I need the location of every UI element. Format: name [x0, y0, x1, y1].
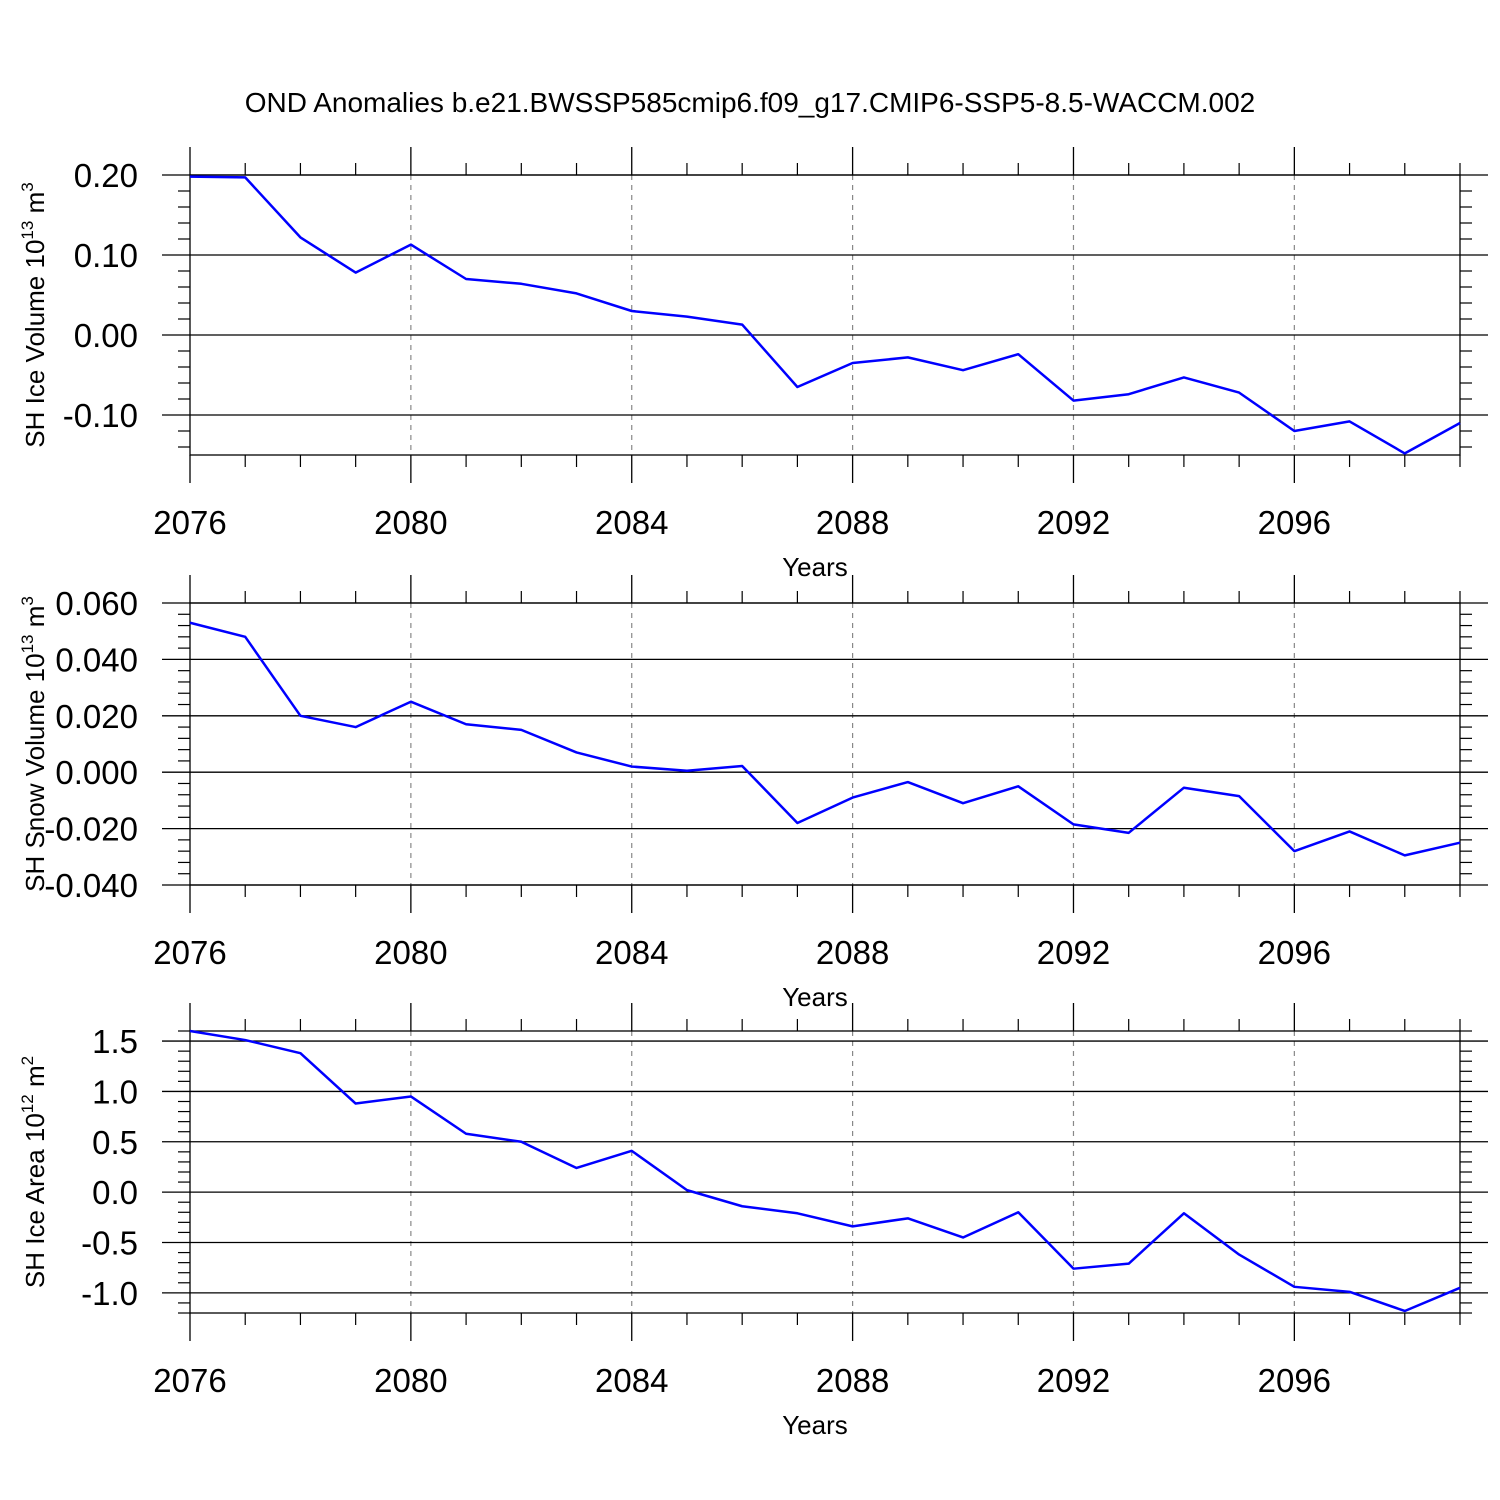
y-tick-label: 0.060	[55, 585, 138, 622]
x-tick-label: 2092	[1037, 504, 1110, 541]
y-tick-label: 0.040	[55, 641, 138, 678]
y-tick-label: -0.020	[44, 811, 138, 848]
y-tick-label: 1.0	[92, 1073, 138, 1110]
panel-ice-volume: 2076 2080 2084 2088 2092 2096 0.20 0.10 0.00 -0.1…	[18, 147, 1488, 582]
x-tick-label: 2096	[1258, 504, 1331, 541]
y-axis-label: SH Ice Volume 1013 m3	[18, 182, 50, 447]
y-tick-label: 0.000	[55, 754, 138, 791]
y-tick-label: -0.040	[44, 867, 138, 904]
x-axis-label: Years	[782, 552, 848, 582]
panel-ice-area: 2076 2080 2084 2088 2092 2096 1.5 1.0 0.5 0.0 -0.5…	[18, 1003, 1488, 1440]
y-tick-label: 0.20	[74, 157, 138, 194]
y-tick-label: 0.0	[92, 1174, 138, 1211]
x-axis-label: Years	[782, 1410, 848, 1440]
plot-frame	[189, 1030, 1461, 1314]
y-tick-label: 0.00	[74, 317, 138, 354]
series-line	[189, 175, 1461, 455]
series-line	[189, 621, 1461, 857]
x-tick-label: 2088	[816, 504, 889, 541]
y-tick-label: 0.020	[55, 698, 138, 735]
y-tick-label: -0.5	[81, 1225, 138, 1262]
x-tick-label: 2076	[153, 1362, 226, 1399]
y-tick-label: 1.5	[92, 1023, 138, 1060]
x-tick-label: 2084	[595, 1362, 668, 1399]
y-tick-label: -1.0	[81, 1275, 138, 1312]
x-tick-label: 2084	[595, 504, 668, 541]
x-tick-label: 2084	[595, 934, 668, 971]
x-tick-label: 2080	[374, 934, 447, 971]
y-axis-label: SH Ice Area 1012 m2	[18, 1056, 50, 1288]
figure-title: OND Anomalies b.e21.BWSSP585cmip6.f09_g1…	[245, 87, 1256, 118]
x-axis-label: Years	[782, 982, 848, 1012]
x-tick-label: 2092	[1037, 1362, 1110, 1399]
y-axis-label: SH Snow Volume 1013 m3	[18, 596, 50, 892]
x-tick-label: 2088	[816, 934, 889, 971]
panel-snow-volume: 2076 2080 2084 2088 2092 2096 0.060 0.040 0.020 0…	[18, 575, 1488, 1012]
plot-frame	[189, 602, 1461, 886]
x-tick-label: 2096	[1258, 1362, 1331, 1399]
series-line	[189, 1029, 1461, 1313]
x-tick-label: 2080	[374, 1362, 447, 1399]
x-tick-label: 2076	[153, 934, 226, 971]
y-tick-label: -0.10	[63, 397, 138, 434]
x-tick-label: 2096	[1258, 934, 1331, 971]
y-tick-label: 0.5	[92, 1124, 138, 1161]
y-tick-label: 0.10	[74, 237, 138, 274]
x-tick-label: 2092	[1037, 934, 1110, 971]
x-tick-label: 2076	[153, 504, 226, 541]
x-tick-label: 2080	[374, 504, 447, 541]
x-tick-label: 2088	[816, 1362, 889, 1399]
